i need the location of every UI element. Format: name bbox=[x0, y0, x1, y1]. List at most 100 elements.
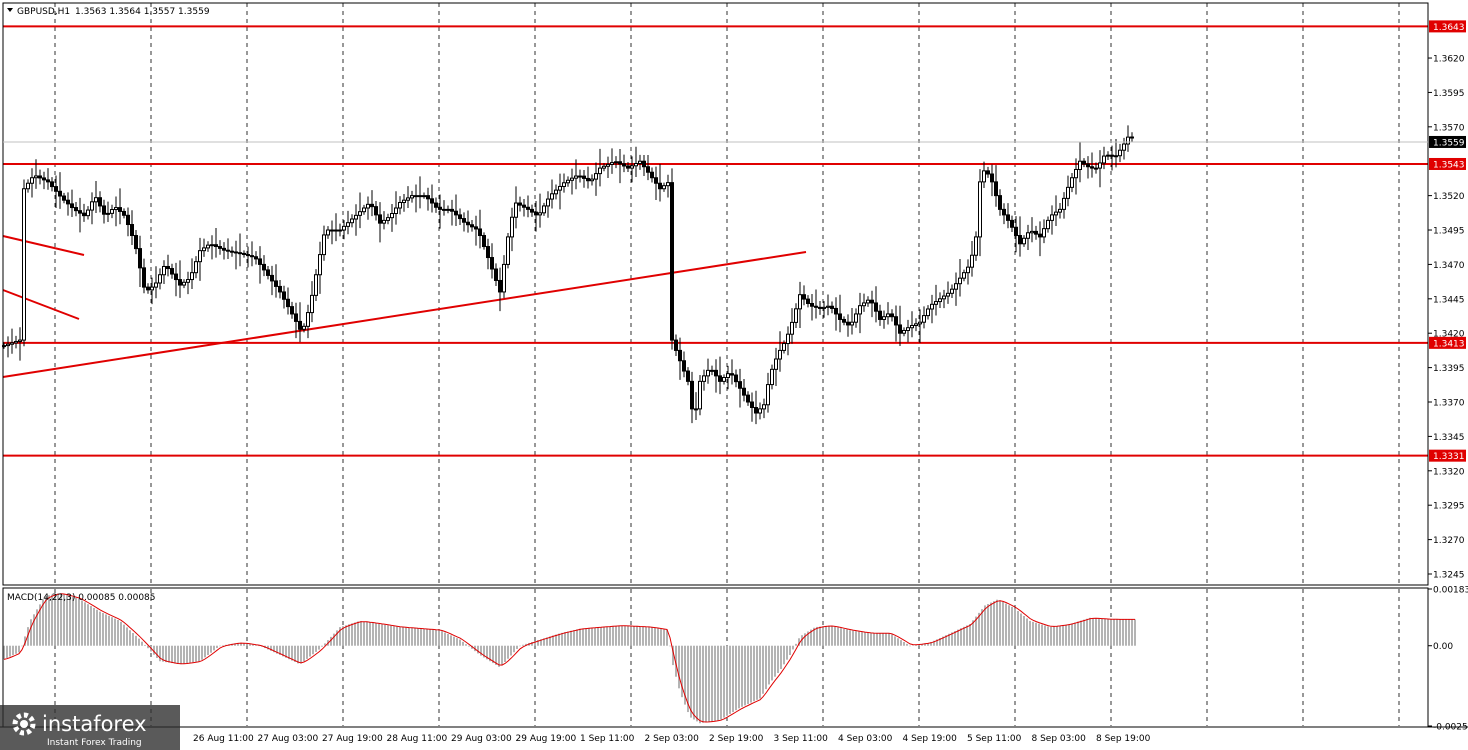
candle-body bbox=[1106, 154, 1110, 157]
candle-body bbox=[606, 163, 610, 167]
macd-bar bbox=[504, 645, 506, 662]
macd-bar bbox=[138, 638, 140, 646]
candle-body bbox=[1022, 237, 1026, 245]
candle-body bbox=[38, 175, 42, 179]
candle-body bbox=[286, 298, 290, 308]
macd-bar bbox=[624, 625, 626, 646]
macd-bar bbox=[636, 626, 638, 646]
candle-body bbox=[350, 218, 354, 224]
time-tick-label: 29 Aug 19:00 bbox=[516, 734, 577, 744]
candle-body bbox=[126, 214, 130, 226]
macd-bar bbox=[708, 645, 710, 722]
candle-body bbox=[466, 221, 470, 226]
time-axis[interactable]: 26 Aug 11:00 27 Aug 03:00 27 Aug 19:00 28 A… bbox=[193, 734, 1151, 744]
macd-bar bbox=[1107, 619, 1109, 646]
candle-body bbox=[850, 321, 854, 326]
macd-bar bbox=[690, 645, 692, 718]
upper-short-trendline[interactable] bbox=[2, 235, 85, 256]
candle-body bbox=[802, 294, 806, 300]
macd-bar bbox=[969, 624, 971, 646]
macd-bar bbox=[408, 627, 410, 646]
candle-body bbox=[290, 306, 294, 315]
level-tag-label: 1.3331 bbox=[1433, 452, 1465, 462]
instaforex-watermark: instaforex Instant Forex Trading bbox=[0, 705, 180, 750]
lower-short-trendline[interactable] bbox=[2, 289, 80, 320]
macd-bar bbox=[759, 645, 761, 699]
macd-bar bbox=[216, 645, 218, 649]
macd-bar bbox=[717, 645, 719, 721]
macd-bar bbox=[633, 626, 635, 646]
macd-bar bbox=[909, 645, 911, 647]
macd-bar bbox=[36, 609, 38, 646]
macd-bar bbox=[516, 645, 518, 649]
time-tick-label: 3 Sep 11:00 bbox=[774, 734, 829, 744]
price-axis[interactable]: 1.3620 1.3595 1.3570 1.3520 1.3495 1.3470 1.34… bbox=[3, 55, 1466, 581]
macd-bar bbox=[891, 634, 893, 646]
macd-bar bbox=[1089, 617, 1091, 646]
candle-body bbox=[1042, 228, 1046, 238]
macd-bar bbox=[549, 636, 551, 646]
macd-bar bbox=[6, 645, 8, 658]
macd-bar bbox=[657, 628, 659, 646]
candle-body bbox=[734, 374, 738, 383]
macd-bar bbox=[903, 642, 905, 646]
macd-bar bbox=[705, 645, 707, 723]
candle-body bbox=[758, 408, 762, 414]
macd-bar bbox=[237, 642, 239, 646]
macd-bar bbox=[1062, 625, 1064, 646]
macd-bar bbox=[966, 625, 968, 646]
candle-body bbox=[1026, 232, 1030, 239]
macd-bar bbox=[750, 645, 752, 703]
macd-bar bbox=[213, 645, 215, 651]
candle-body bbox=[218, 246, 222, 249]
horizontal-levels[interactable]: 1.3643 1.3543 1.3413 1.3331 bbox=[3, 20, 1466, 462]
macd-bar bbox=[765, 645, 767, 690]
macd-tick-label: 0.00183 bbox=[1433, 586, 1468, 596]
candle-body bbox=[826, 305, 830, 308]
macd-histogram bbox=[3, 593, 1136, 724]
macd-bar bbox=[273, 645, 275, 653]
candle-body bbox=[690, 380, 694, 410]
candle-body bbox=[98, 197, 102, 207]
macd-bar bbox=[540, 639, 542, 646]
macd-bar bbox=[384, 624, 386, 646]
macd-bar bbox=[267, 645, 269, 650]
macd-bar bbox=[153, 645, 155, 655]
macd-bar bbox=[198, 645, 200, 662]
macd-bar bbox=[93, 607, 95, 646]
candle-body bbox=[138, 248, 142, 269]
candle-body bbox=[898, 324, 902, 334]
macd-bar bbox=[270, 645, 272, 651]
macd-bar bbox=[318, 645, 320, 650]
time-tick-label: 2 Sep 03:00 bbox=[645, 734, 700, 744]
candle-body bbox=[430, 198, 434, 204]
chart-frame bbox=[0, 2, 1468, 728]
time-tick-label: 1 Sep 11:00 bbox=[580, 734, 635, 744]
candle-body bbox=[322, 234, 326, 256]
macd-bar bbox=[948, 633, 950, 646]
candle-body bbox=[110, 209, 114, 214]
macd-bar bbox=[522, 644, 524, 646]
candle-body bbox=[346, 222, 350, 227]
candle-body bbox=[538, 212, 542, 216]
macd-bar bbox=[825, 625, 827, 646]
candle-body bbox=[154, 282, 158, 288]
macd-bar bbox=[507, 645, 509, 659]
candle-body bbox=[258, 258, 262, 265]
candle-body bbox=[254, 256, 258, 260]
macd-bar bbox=[696, 645, 698, 722]
candle-body bbox=[526, 206, 530, 210]
candle-body bbox=[1018, 235, 1022, 245]
candle-body bbox=[858, 305, 862, 315]
macd-bar bbox=[390, 625, 392, 646]
candle-body bbox=[342, 225, 346, 231]
candle-body bbox=[814, 305, 818, 308]
macd-bar bbox=[702, 645, 704, 723]
macd-bar bbox=[66, 595, 68, 646]
macd-bar bbox=[918, 644, 920, 646]
time-tick-label: 27 Aug 03:00 bbox=[258, 734, 319, 744]
macd-bar bbox=[1023, 615, 1025, 646]
macd-bar bbox=[1134, 619, 1136, 646]
candle-body bbox=[318, 254, 322, 276]
